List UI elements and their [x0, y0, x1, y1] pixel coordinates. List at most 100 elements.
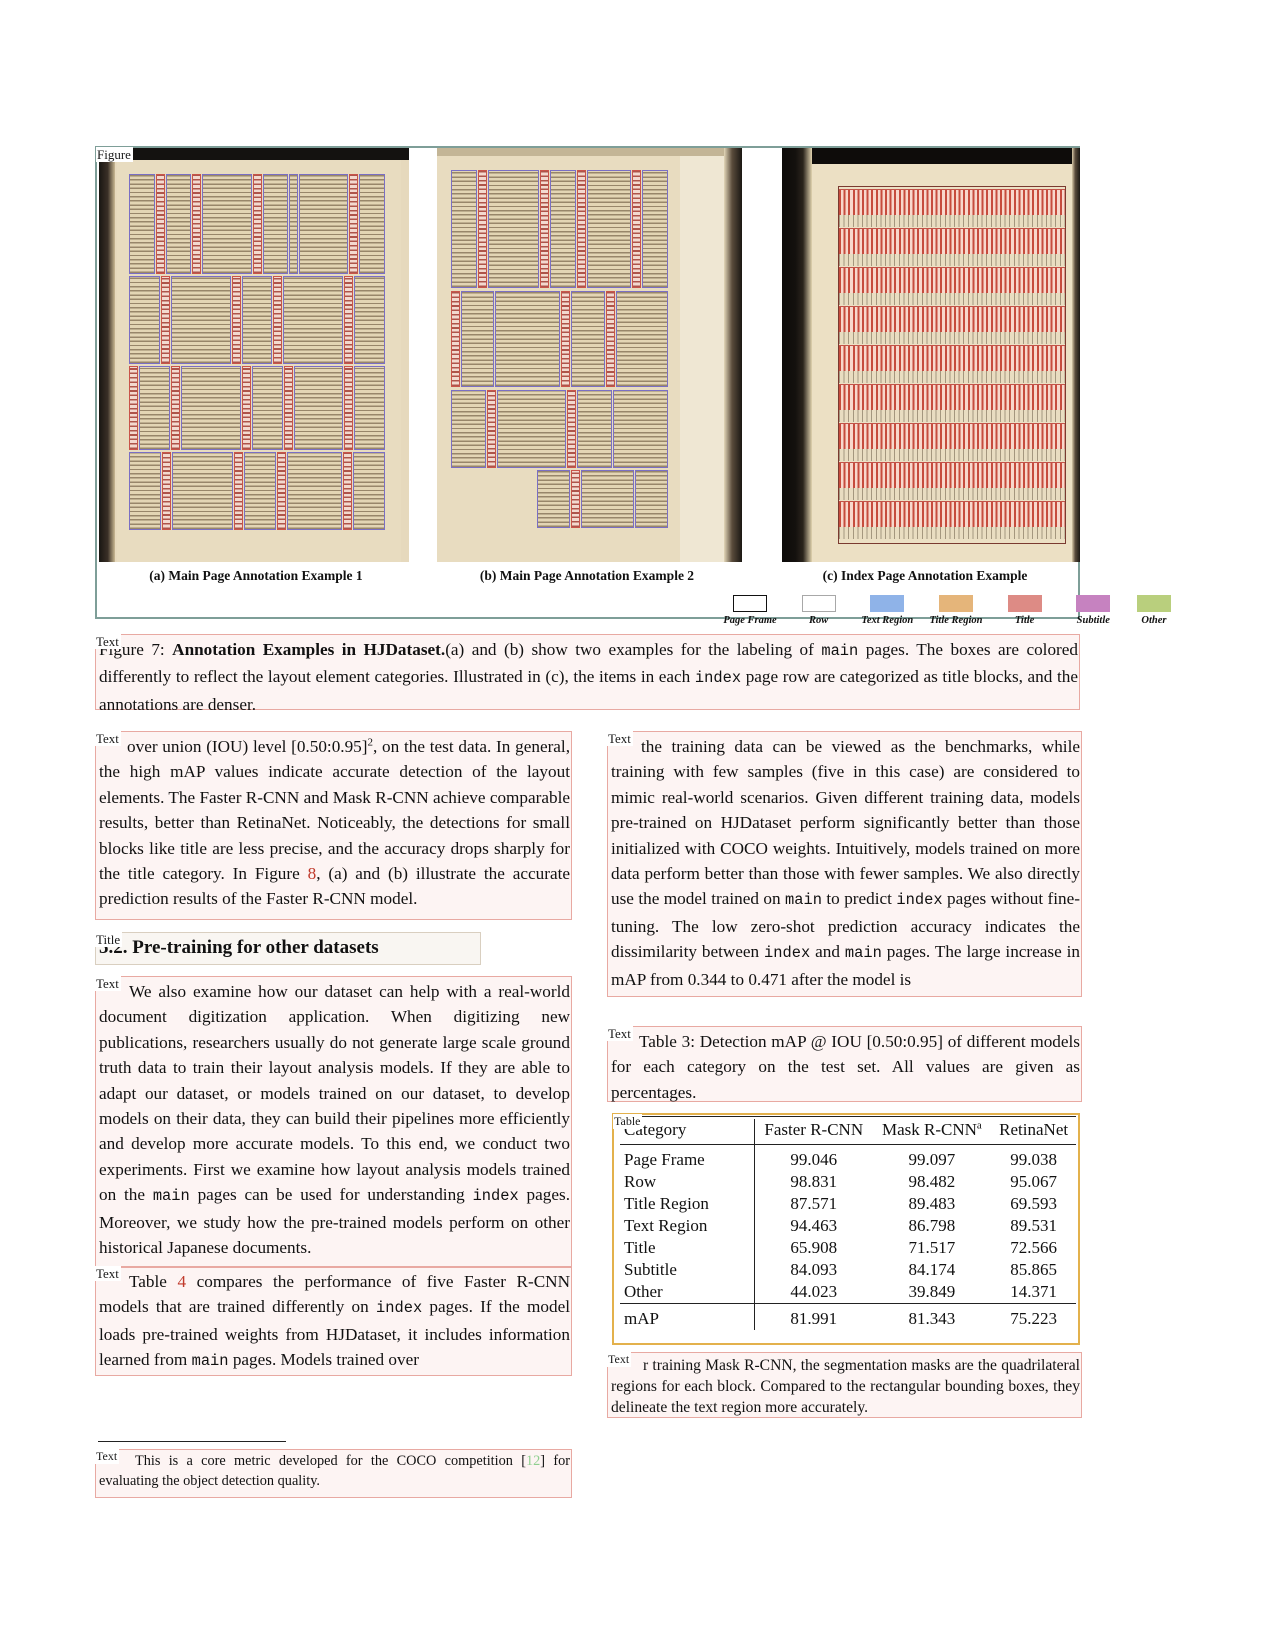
left-footnote-text: This is a core metric developed for the … — [96, 1450, 573, 1493]
right-footnote-tag: Text — [607, 1352, 632, 1367]
table-cell-category: Title — [620, 1237, 755, 1259]
left-p3-part-1: Table — [129, 1272, 178, 1291]
left-paragraph-3-annotation: Text Table 4 compares the performance of… — [95, 1266, 572, 1376]
figure-region-annotation: Figure — [95, 146, 1171, 626]
figure-caption-body-2: pages. The boxes are colored differently… — [99, 640, 1078, 687]
table-cell-map-retinanet: 75.223 — [1010, 1309, 1057, 1328]
table-cell-faster-rcnn: 44.023 — [790, 1282, 838, 1301]
right-p1-part-4: and — [810, 942, 845, 962]
right-p1-part-3: pages without fine-tuning. The low zero-… — [611, 889, 1080, 962]
figure-region-tag: Figure — [96, 147, 133, 162]
right-paragraph-1-annotation: Text the training data can be viewed as … — [607, 731, 1082, 997]
left-paragraph-2-tag: Text — [95, 976, 121, 991]
table-cell-mask-rcnn: 71.517 — [908, 1238, 956, 1257]
table-cell-map-mask-rcnn: 81.343 — [908, 1309, 956, 1328]
figure-image-index-page — [782, 148, 1080, 562]
footnote-separator-rule — [98, 1441, 286, 1442]
section-heading-label: Pre-training for other datasets — [132, 937, 379, 958]
table-cell-mask-rcnn: 98.482 — [908, 1172, 956, 1191]
table-caption-body: Table 3: Detection mAP @ IOU [0.50:0.95]… — [611, 1032, 1080, 1102]
figure-caption-text: Figure 7: Annotation Examples in HJDatas… — [96, 635, 1081, 719]
table-body: Page Frame 99.046 99.097 99.038 Row 98.8… — [620, 1144, 1076, 1304]
section-heading-text: 5.2. Pre-training for other datasets — [96, 933, 480, 962]
results-table-tag: Table — [613, 1114, 643, 1129]
table-header-faster-rcnn: Faster R-CNN — [764, 1120, 864, 1139]
right-footnote-annotation: Text r training Mask R-CNN, the segmenta… — [607, 1352, 1082, 1418]
figure-caption-body-3: page row are categorized as title blocks… — [99, 667, 1078, 714]
table-row: Subtitle 84.093 84.174 85.865 — [620, 1259, 1076, 1281]
table-cell-category: Page Frame — [620, 1144, 755, 1171]
left-footnote-citation-ref[interactable]: 12 — [525, 1453, 541, 1469]
left-p3-table-ref[interactable]: 4 — [177, 1272, 187, 1291]
left-p1-part-1: over union (IOU) level [0.50:0.95] — [127, 737, 368, 756]
table-cell-retinanet: 99.038 — [1010, 1150, 1057, 1169]
table-totals: mAP 81.991 81.343 75.223 — [620, 1303, 1076, 1330]
table-cell-mask-rcnn: 86.798 — [908, 1216, 956, 1235]
left-paragraph-1-tag: Text — [95, 731, 121, 746]
table-row-map: mAP 81.991 81.343 75.223 — [620, 1303, 1076, 1330]
legend-swatch-text-region — [870, 595, 905, 612]
legend-swatch-page-frame — [733, 595, 767, 612]
legend-item-row: Row — [786, 595, 852, 626]
table-row: Text Region 94.463 86.798 89.531 — [620, 1215, 1076, 1237]
table-header-row: Category Faster R-CNN Mask R-CNNa Retina… — [620, 1119, 1076, 1145]
legend-label-text-region: Text Region — [861, 615, 914, 626]
left-footnote-part-2: ] for evaluating the object detection qu… — [99, 1453, 570, 1489]
right-p1-part-5: pages. The large increase in mAP from 0.… — [611, 942, 1081, 989]
right-footnote-text: r training Mask R-CNN, the segmentation … — [608, 1353, 1083, 1420]
legend-label-title: Title — [1014, 615, 1035, 626]
table-caption-tag: Text — [607, 1026, 633, 1041]
results-table: Category Faster R-CNN Mask R-CNNa Retina… — [620, 1119, 1076, 1330]
legend-label-title-region: Title Region — [929, 615, 983, 626]
table-row: Row 98.831 98.482 95.067 — [620, 1171, 1076, 1193]
figure-caption-title: Annotation Examples in HJDataset. — [172, 640, 446, 659]
left-p1-footnote-marker: 2 — [367, 736, 374, 749]
table-cell-category: Row — [620, 1171, 755, 1193]
table-caption-text: Table 3: Detection mAP @ IOU [0.50:0.95]… — [608, 1027, 1083, 1107]
table-cell-faster-rcnn: 65.908 — [790, 1238, 838, 1257]
legend-item-subtitle: Subtitle — [1060, 595, 1126, 626]
right-p1-mono-1: main — [785, 891, 822, 910]
figure-caption-annotation: Text Figure 7: Annotation Examples in HJ… — [95, 634, 1080, 714]
figure-image-main-page-2 — [437, 148, 742, 562]
left-p3-part-3: pages. If the model loads pre-trained we… — [99, 1297, 570, 1370]
table-cell-map-label: mAP — [620, 1303, 755, 1330]
table-cell-faster-rcnn: 98.831 — [790, 1172, 838, 1191]
left-p1-figure-ref[interactable]: 8 — [307, 864, 317, 884]
left-p3-part-4: pages. Models trained over — [228, 1350, 419, 1370]
right-p1-mono-3: index — [764, 944, 811, 963]
table-cell-faster-rcnn: 87.571 — [790, 1194, 838, 1213]
figure-subcaption-b: (b) Main Page Annotation Example 2 — [479, 568, 695, 583]
left-p3-part-2: compares the performance of five Faster … — [99, 1272, 570, 1317]
table-row: Title Region 87.571 89.483 69.593 — [620, 1193, 1076, 1215]
legend-item-page-frame: Page Frame — [717, 595, 783, 626]
left-p2-part-2: pages can be used for understanding — [189, 1185, 473, 1205]
table-head: Category Faster R-CNN Mask R-CNNa Retina… — [620, 1119, 1076, 1145]
left-p2-mono-1: main — [152, 1187, 190, 1206]
table-top-rule — [620, 1116, 1076, 1117]
left-p1-part-2: , on the test data. In general, the high… — [99, 737, 570, 884]
left-paragraph-2-annotation: Text We also examine how our dataset can… — [95, 976, 572, 1268]
left-paragraph-3-tag: Text — [95, 1266, 121, 1281]
table-row: Other 44.023 39.849 14.371 — [620, 1281, 1076, 1304]
section-heading-tag: Title — [95, 932, 123, 947]
legend-label-row: Row — [809, 615, 829, 626]
table-cell-retinanet: 14.371 — [1010, 1282, 1057, 1301]
figure-subcaption-c: (c) Index Page Annotation Example — [822, 568, 1028, 583]
table-cell-category: Other — [620, 1281, 755, 1304]
left-p3-mono-2: main — [191, 1352, 229, 1371]
table-row: Title 65.908 71.517 72.566 — [620, 1237, 1076, 1259]
right-paragraph-1-text: the training data can be viewed as the b… — [608, 732, 1083, 994]
left-footnote-annotation: Text This is a core metric developed for… — [95, 1449, 572, 1498]
left-p2-part-1: We also examine how our dataset can help… — [99, 982, 570, 1205]
figure-caption-mono-1: main — [821, 642, 859, 660]
right-p1-mono-4: main — [844, 944, 882, 963]
section-heading-annotation: Title 5.2. Pre-training for other datase… — [95, 932, 481, 965]
table-cell-category: Text Region — [620, 1215, 755, 1237]
left-paragraph-1-text: over union (IOU) level [0.50:0.95]2, on … — [96, 732, 573, 914]
legend-swatch-title — [1007, 595, 1042, 612]
left-p3-mono-1: index — [376, 1299, 423, 1318]
table-cell-faster-rcnn: 94.463 — [790, 1216, 838, 1235]
table-header-mask-rcnn-label: Mask R-CNN — [882, 1120, 977, 1139]
